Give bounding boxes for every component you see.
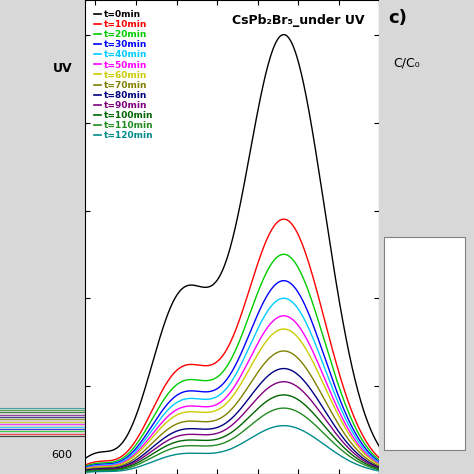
Legend: t=0min, t=10min, t=20min, t=30min, t=40min, t=50min, t=60min, t=70min, t=80min, : t=0min, t=10min, t=20min, t=30min, t=40m… [93, 9, 154, 141]
Text: 600: 600 [52, 450, 73, 460]
Text: UV: UV [53, 62, 73, 74]
Text: C/C₀: C/C₀ [393, 57, 420, 70]
Text: CsPb₂Br₅_under UV: CsPb₂Br₅_under UV [232, 14, 365, 27]
Text: c): c) [389, 9, 408, 27]
Bar [384, 237, 465, 450]
